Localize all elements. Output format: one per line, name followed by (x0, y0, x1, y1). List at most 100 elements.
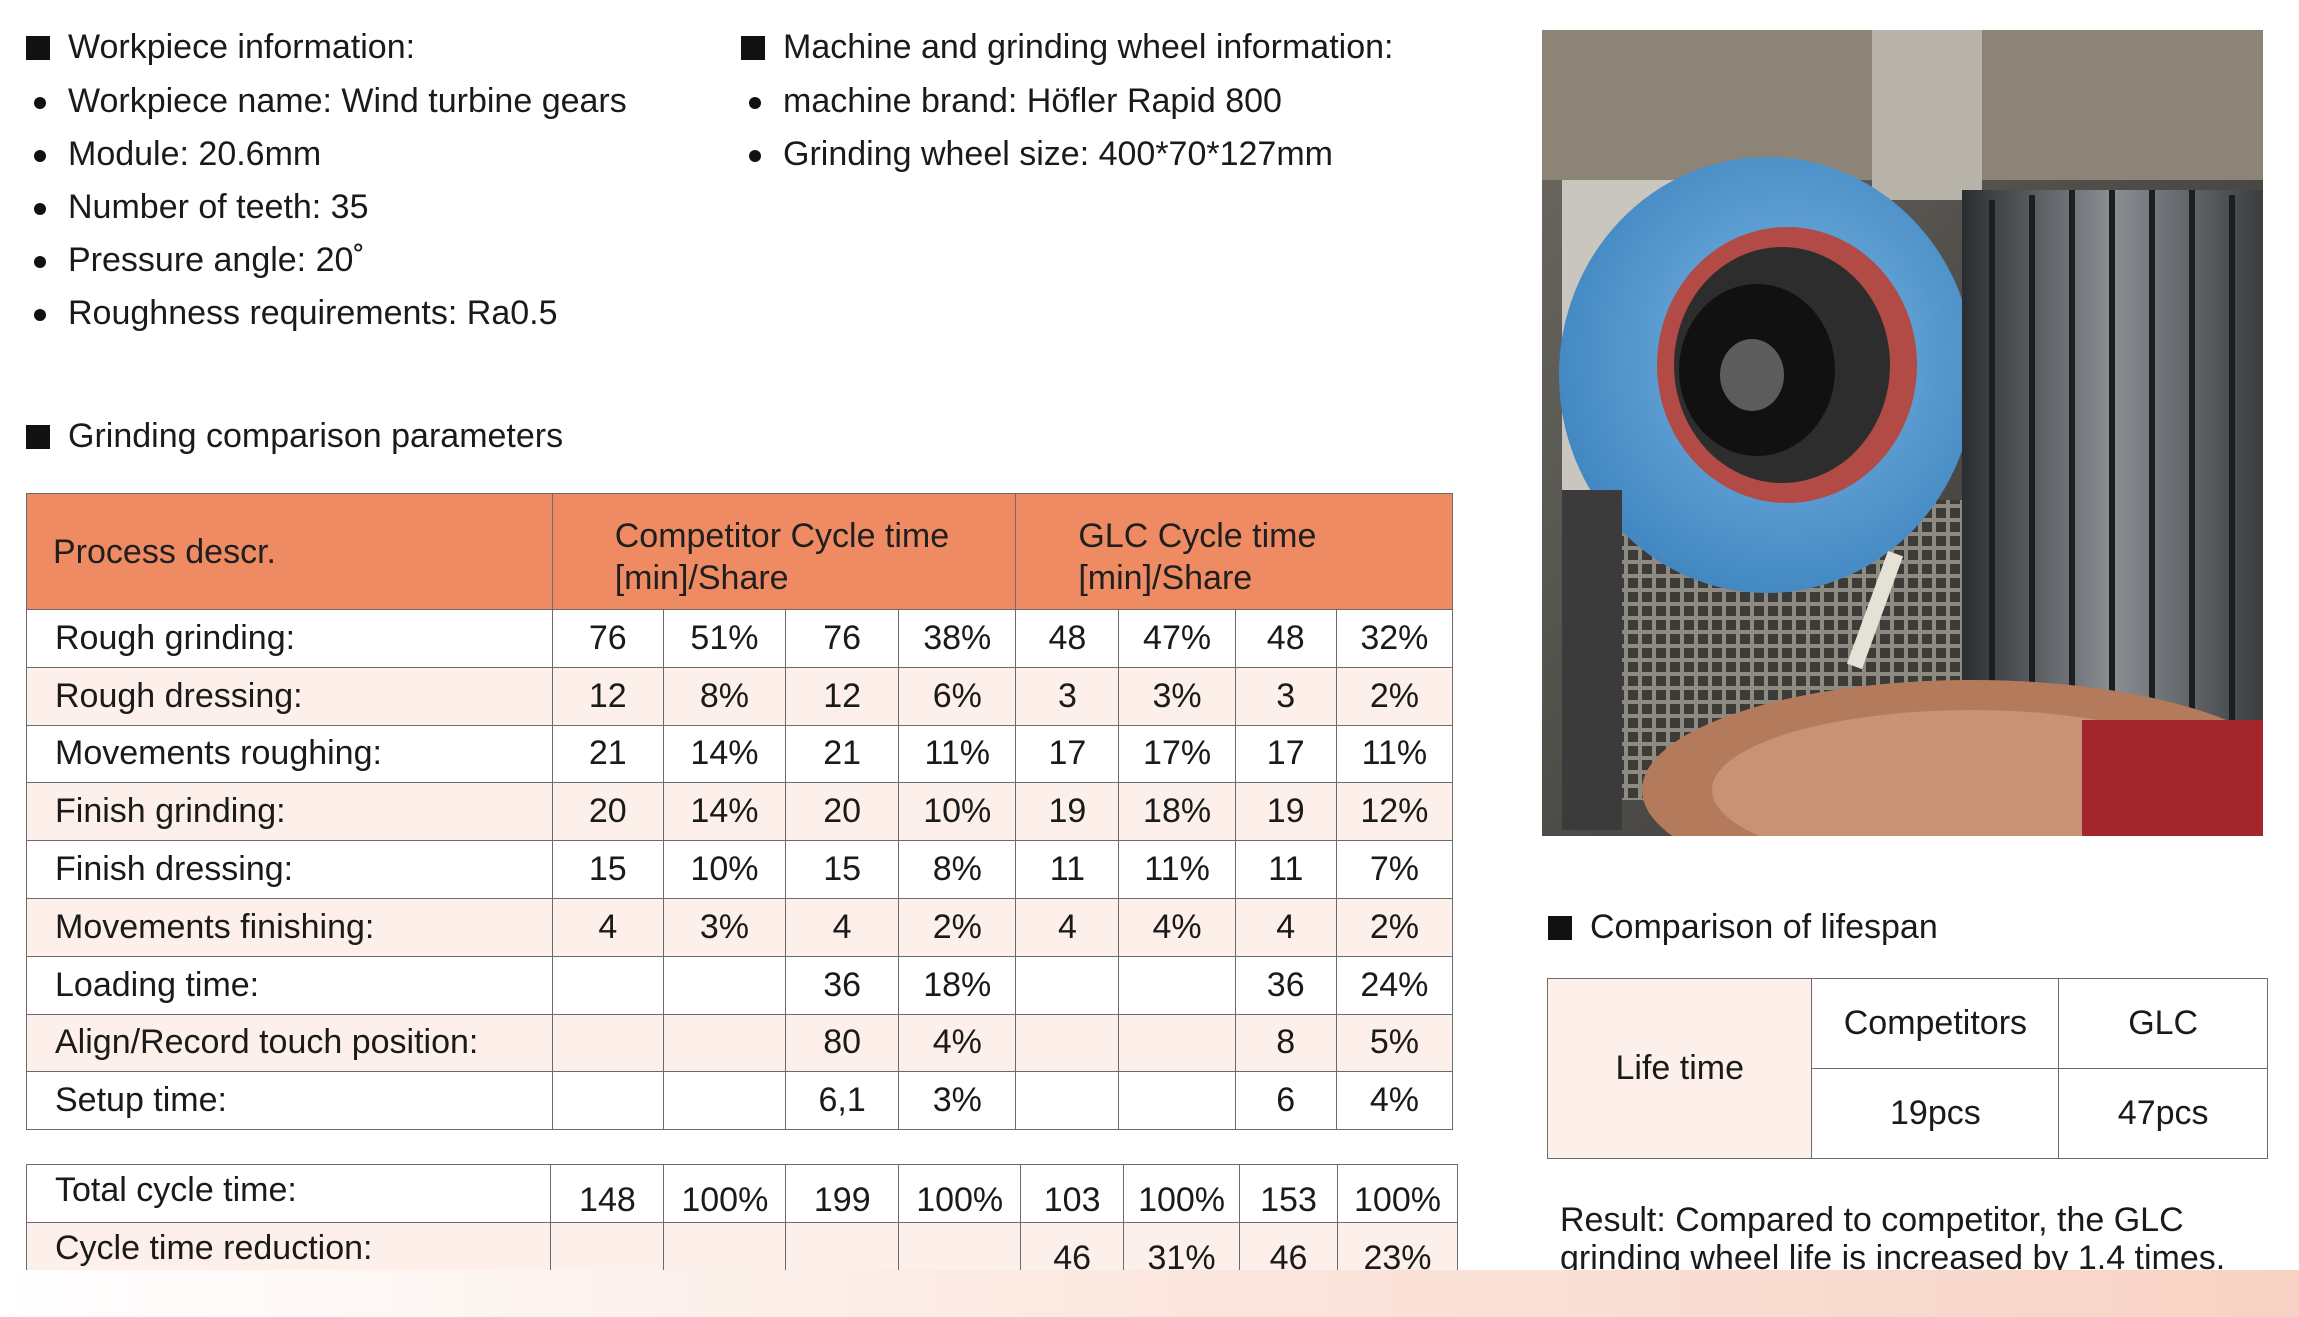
table-cell: 14% (662, 724, 787, 784)
totals-body: Total cycle time: 148 100% 199 100% 103 100% 15… (25, 1164, 1459, 1281)
lifespan-table: Life time Competitors GLC 19pcs 47pcs (1546, 978, 2268, 1159)
row-label: Total cycle time: (25, 1164, 552, 1223)
table-cell (551, 1013, 664, 1073)
table-cell: 153 (1239, 1164, 1338, 1223)
table-cell: 15 (785, 840, 900, 899)
table-cell: 36 (1234, 955, 1337, 1015)
table-cell: 100% (898, 1164, 1022, 1223)
table-cell (551, 1071, 664, 1131)
table-row: Movements finishing: 4 3% 4 2% 4 4% 4 2% (26, 897, 1454, 957)
table-cell: 51% (662, 609, 787, 668)
table-cell: 8% (662, 666, 787, 726)
table-cell: 4 (785, 897, 900, 957)
table-cell: 4% (898, 1013, 1017, 1073)
table-cell: 15 (551, 840, 664, 899)
totals-table: Total cycle time: 148 100% 199 100% 103 100% 15… (25, 1164, 1459, 1281)
life-time-label: Life time (1546, 978, 1813, 1159)
table-cell: 6% (898, 666, 1017, 726)
table-cell: 8 (1234, 1013, 1337, 1073)
table-cell (1118, 1013, 1236, 1073)
table-cell: 6 (1234, 1071, 1337, 1131)
table-row: Align/Record touch position: 80 4% 8 5% (26, 1013, 1454, 1073)
decorative-footer-band (0, 1270, 2299, 1317)
table-cell: 21 (551, 724, 664, 784)
table-cell: 11% (1335, 724, 1454, 784)
process-header: Process descr. (26, 493, 553, 610)
table-cell (662, 1013, 787, 1073)
table-cell: 11 (1234, 840, 1337, 899)
table-cell: 24% (1335, 955, 1454, 1015)
table-cell: 100% (1123, 1164, 1241, 1223)
table-cell: 17% (1118, 724, 1236, 784)
table-row: Finish dressing: 15 10% 15 8% 11 11% 11 7% (26, 840, 1454, 899)
table-cell: 2% (1335, 666, 1454, 726)
square-bullet-icon (1548, 915, 1572, 940)
table-cell: 148 (550, 1164, 665, 1223)
row-label: Movements finishing: (26, 897, 553, 957)
glc-header: GLC Cycle time [min]/Share (1015, 493, 1453, 610)
table-cell: 3% (898, 1071, 1017, 1131)
result-text: Result: Compared to competitor, the GLC … (1560, 1201, 2226, 1277)
table-cell (1015, 1013, 1120, 1073)
table-cell: 76 (785, 609, 900, 668)
table-cell: 80 (785, 1013, 900, 1073)
table-cell: 19 (1234, 782, 1337, 842)
table-cell: 2% (898, 897, 1017, 957)
row-label: Finish dressing: (26, 840, 553, 899)
grinding-machine-photo (1542, 30, 2263, 836)
table-cell: 18% (1118, 782, 1236, 842)
table-cell: 100% (663, 1164, 787, 1223)
table-cell: 20 (785, 782, 900, 842)
table-cell (1015, 955, 1120, 1015)
competitors-value: 19pcs (1811, 1068, 2060, 1159)
row-label: Loading time: (26, 955, 553, 1015)
list-item: Pressure angle: 20˚ (26, 234, 627, 287)
table-cell: 2% (1335, 897, 1454, 957)
row-label: Setup time: (26, 1071, 553, 1131)
table-cell: 11 (1015, 840, 1120, 899)
table-cell: 14% (662, 782, 787, 842)
table-cell: 4% (1335, 1071, 1454, 1131)
table-cell: 4 (551, 897, 664, 957)
table-cell: 199 (785, 1164, 900, 1223)
competitors-header: Competitors (1811, 978, 2060, 1069)
table-cell (1118, 1071, 1236, 1131)
table-cell: 20 (551, 782, 664, 842)
row-label: Rough grinding: (26, 609, 553, 668)
competitor-header: Competitor Cycle time [min]/Share (551, 493, 1017, 610)
table-cell (1118, 955, 1236, 1015)
row-label: Rough dressing: (26, 666, 553, 726)
table-cell: 3% (662, 897, 787, 957)
table-cell: 76 (551, 609, 664, 668)
table-row: Rough grinding: 76 51% 76 38% 48 47% 48 32% (26, 609, 1454, 668)
table-cell: 32% (1335, 609, 1454, 668)
table-row: Rough dressing: 12 8% 12 6% 3 3% 3 2% (26, 666, 1454, 726)
table-cell: 48 (1015, 609, 1120, 668)
table-cell: 3 (1234, 666, 1337, 726)
glc-header: GLC (2058, 978, 2268, 1069)
list-item: Workpiece name: Wind turbine gears (26, 75, 627, 128)
table-cell: 18% (898, 955, 1017, 1015)
table-row: Total cycle time: 148 100% 199 100% 103 100% 15… (25, 1164, 1459, 1223)
table-cell: 100% (1336, 1164, 1459, 1223)
table-cell: 10% (662, 840, 787, 899)
table-cell (1015, 1071, 1120, 1131)
table-cell: 48 (1234, 609, 1337, 668)
table-cell: 11% (898, 724, 1017, 784)
workpiece-heading: Workpiece information: (26, 28, 415, 67)
table-cell (662, 1071, 787, 1131)
list-item: Grinding wheel size: 400*70*127mm (741, 128, 1333, 181)
table-cell: 38% (898, 609, 1017, 668)
table-row: Finish grinding: 20 14% 20 10% 19 18% 19 12% (26, 782, 1454, 842)
table-cell: 21 (785, 724, 900, 784)
list-item: machine brand: Höfler Rapid 800 (741, 75, 1333, 128)
table-cell: 103 (1020, 1164, 1125, 1223)
table-cell: 12 (785, 666, 900, 726)
comparison-body: Rough grinding: 76 51% 76 38% 48 47% 48 32% Rough… (26, 609, 1454, 1131)
table-row: Loading time: 36 18% 36 24% (26, 955, 1454, 1015)
table-cell: 5% (1335, 1013, 1454, 1073)
comparison-table: Process descr. Competitor Cycle time [mi… (26, 493, 1454, 1131)
table-cell: 10% (898, 782, 1017, 842)
square-bullet-icon (741, 35, 765, 60)
table-row: Movements roughing: 21 14% 21 11% 17 17% 17 11% (26, 724, 1454, 784)
